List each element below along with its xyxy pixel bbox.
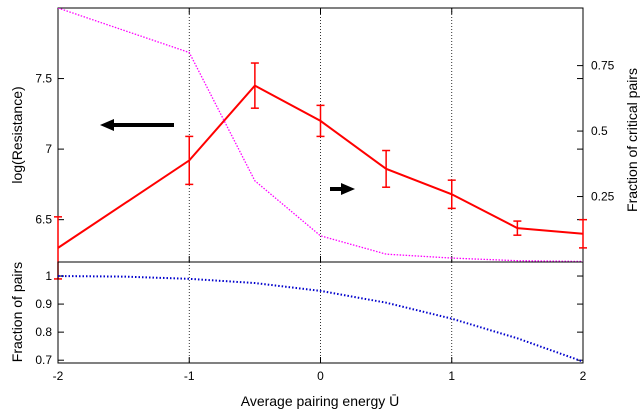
bottom-left-tick-label: 0.8 xyxy=(35,325,52,339)
left-arrow-head xyxy=(100,119,114,131)
bottom-left-tick-label: 0.9 xyxy=(35,297,52,311)
top-right-tick-label: 0.75 xyxy=(591,59,615,73)
x-axis-label: Average pairing energy Ū xyxy=(241,393,400,409)
top-right-axis-label: Fraction of critical pairs xyxy=(624,68,640,212)
bottom-series xyxy=(58,275,583,363)
top-left-tick-label: 6.5 xyxy=(35,213,52,227)
top-left-axis-label: log(Resistance) xyxy=(9,86,25,183)
bottom-x-ticks: -2 -1 0 1 2 xyxy=(53,357,587,383)
error-bar xyxy=(447,179,456,210)
right-axis-arrow xyxy=(330,183,355,195)
bottom-x-tick-label: -2 xyxy=(53,369,64,383)
bottom-x-tick-label: -1 xyxy=(184,369,195,383)
top-series xyxy=(54,8,587,280)
resistance-series-line xyxy=(58,84,583,249)
top-right-tick-label: 0.5 xyxy=(591,124,608,138)
bottom-left-tick-label: 0.7 xyxy=(35,353,52,367)
top-panel: 6.5 7 7.5 0.25 0.5 0.75 log(Resistance) Frac… xyxy=(9,7,640,280)
bottom-x-tick-label: 1 xyxy=(448,369,455,383)
error-bar xyxy=(316,104,325,138)
top-right-ticks: 0.25 0.5 0.75 xyxy=(577,59,615,204)
bottom-x-tick-label: 0 xyxy=(317,369,324,383)
bottom-grid xyxy=(188,262,453,363)
error-bar xyxy=(513,220,522,236)
bottom-panel: 0.7 0.8 0.9 1 -2 -1 0 1 2 Fraction of pairs Ave… xyxy=(9,261,587,409)
top-left-tick-label: 7.5 xyxy=(35,72,52,86)
left-axis-arrow xyxy=(100,119,174,131)
top-right-tick-label: 0.25 xyxy=(591,190,615,204)
error-bar xyxy=(250,62,259,109)
fraction-of-pairs-series-line xyxy=(58,275,583,363)
top-left-tick-label: 7 xyxy=(45,142,52,156)
critical-pairs-series-line xyxy=(58,8,583,262)
right-arrow-head xyxy=(341,183,355,195)
bottom-x-tick-label: 2 xyxy=(580,369,587,383)
top-left-ticks: 6.5 7 7.5 xyxy=(35,72,583,227)
bottom-left-tick-label: 1 xyxy=(45,269,52,283)
error-bar xyxy=(579,218,587,249)
error-bar xyxy=(382,149,391,188)
bottom-left-ticks: 0.7 0.8 0.9 1 xyxy=(35,269,583,367)
error-bar xyxy=(185,135,194,186)
bottom-y-axis-label: Fraction of pairs xyxy=(9,262,25,362)
